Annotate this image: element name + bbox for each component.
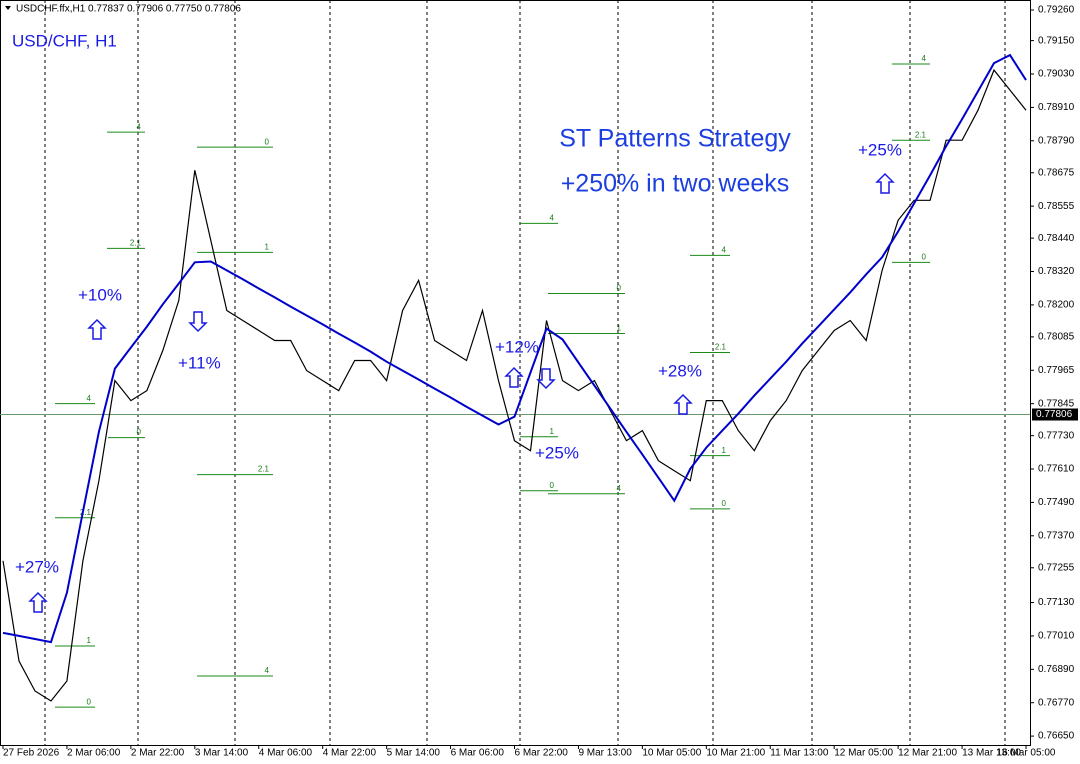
y-tick-label: 0.78085 [1038, 332, 1075, 343]
zigzag-line [2, 53, 1027, 644]
y-tick-label: 0.76890 [1038, 664, 1075, 675]
direction-arrow [673, 393, 693, 415]
y-tick-label: 0.77010 [1038, 631, 1075, 642]
level-label: 0 [922, 252, 927, 261]
price-box [1032, 408, 1078, 421]
x-tick-label: 6 Mar 22:00 [515, 748, 569, 759]
level-label: 1 [722, 446, 727, 455]
level-label: 1 [265, 242, 270, 251]
level-label: 0 [617, 284, 622, 293]
x-tick-label: 12 Mar 05:00 [834, 748, 893, 759]
direction-arrow [87, 318, 107, 340]
x-tick-label: 16 Mar 05:00 [997, 748, 1056, 759]
x-tick-label: 6 Mar 06:00 [451, 748, 505, 759]
x-tick-label: 5 Mar 14:00 [387, 748, 441, 759]
level-label: 2.1 [915, 130, 927, 139]
y-tick-label: 0.77730 [1038, 430, 1075, 441]
x-tick-label: 9 Mar 13:00 [578, 748, 632, 759]
y-tick-label: 0.79030 [1038, 69, 1075, 80]
direction-arrow [504, 366, 524, 388]
level-label: 2.1 [715, 343, 727, 352]
level-label: 2.1 [80, 508, 92, 517]
level-label: 0 [87, 697, 92, 706]
x-tick-label: 3 Mar 14:00 [195, 748, 249, 759]
gain-label: +25% [535, 443, 579, 462]
x-tick-label: 10 Mar 21:00 [706, 748, 765, 759]
level-label: 0 [137, 428, 142, 437]
level-label: 4 [87, 394, 92, 403]
level-label: 2.1 [130, 239, 142, 248]
x-tick-label: 4 Mar 22:00 [323, 748, 377, 759]
headline: +250% in two weeks [561, 170, 790, 198]
y-tick-label: 0.78910 [1038, 102, 1075, 113]
price-label: 0.77806 [1036, 409, 1073, 420]
x-tick-label: 27 Feb 2026 [3, 748, 60, 759]
x-tick-label: 11 Mar 13:00 [770, 748, 829, 759]
price-trace [2, 68, 1027, 702]
gain-label: +10% [78, 285, 122, 304]
y-tick-label: 0.78675 [1038, 167, 1075, 178]
gain-label: +12% [495, 337, 539, 356]
level-label: 4 [265, 666, 270, 675]
gain-label: +11% [178, 353, 221, 372]
y-tick-label: 0.79260 [1038, 5, 1075, 16]
y-tick-label: 0.76650 [1038, 731, 1075, 742]
direction-arrow [28, 591, 48, 613]
level-label: 0 [550, 481, 555, 490]
level-label: 4 [617, 484, 622, 493]
y-tick-label: 0.78320 [1038, 266, 1075, 277]
chart-title: USD/CHF, H1 [12, 31, 117, 50]
plot-frame [0, 0, 1031, 746]
headline: ST Patterns Strategy [559, 125, 791, 153]
level-label: 1 [550, 427, 555, 436]
x-tick-label: 2 Mar 22:00 [131, 748, 185, 759]
x-tick-label: 12 Mar 21:00 [898, 748, 957, 759]
y-tick-label: 0.77490 [1038, 497, 1075, 508]
level-label: 1 [87, 636, 92, 645]
y-tick-label: 0.77610 [1038, 464, 1075, 475]
y-tick-label: 0.76770 [1038, 697, 1075, 708]
y-tick-label: 0.77370 [1038, 530, 1075, 541]
y-tick-label: 0.78200 [1038, 300, 1075, 311]
y-tick-label: 0.77965 [1038, 365, 1075, 376]
gain-label: +25% [858, 140, 902, 159]
y-tick-label: 0.77255 [1038, 562, 1075, 573]
level-label: 4 [550, 213, 555, 222]
x-tick-label: 10 Mar 05:00 [642, 748, 701, 759]
level-label: 0 [722, 499, 727, 508]
y-tick-label: 0.79150 [1038, 35, 1075, 46]
direction-arrow [875, 172, 895, 194]
separators [44, 0, 1006, 745]
y-tick-label: 0.77130 [1038, 597, 1075, 608]
header: USDCHF.ffx,H1 0.77837 0.77906 0.77750 0.… [16, 4, 241, 15]
y-tick-label: 0.77845 [1038, 398, 1075, 409]
x-tick-label: 13 Mar 13:00 [962, 748, 1021, 759]
y-tick-label: 0.78555 [1038, 201, 1075, 212]
x-tick-label: 4 Mar 06:00 [259, 748, 313, 759]
x-tick-label: 2 Mar 06:00 [67, 748, 121, 759]
level-label: 1 [617, 324, 622, 333]
level-label: 4 [722, 245, 727, 254]
direction-arrow [188, 311, 208, 333]
level-label: 0 [265, 137, 270, 146]
level-label: 4 [137, 122, 142, 131]
y-tick-label: 0.78790 [1038, 135, 1075, 146]
y-tick-label: 0.78440 [1038, 233, 1075, 244]
gain-label: +28% [658, 361, 702, 380]
gain-label: +27% [15, 557, 59, 576]
menu-icon [5, 6, 11, 10]
direction-arrow [536, 368, 556, 390]
level-label: 4 [922, 54, 927, 63]
level-label: 2.1 [258, 465, 270, 474]
